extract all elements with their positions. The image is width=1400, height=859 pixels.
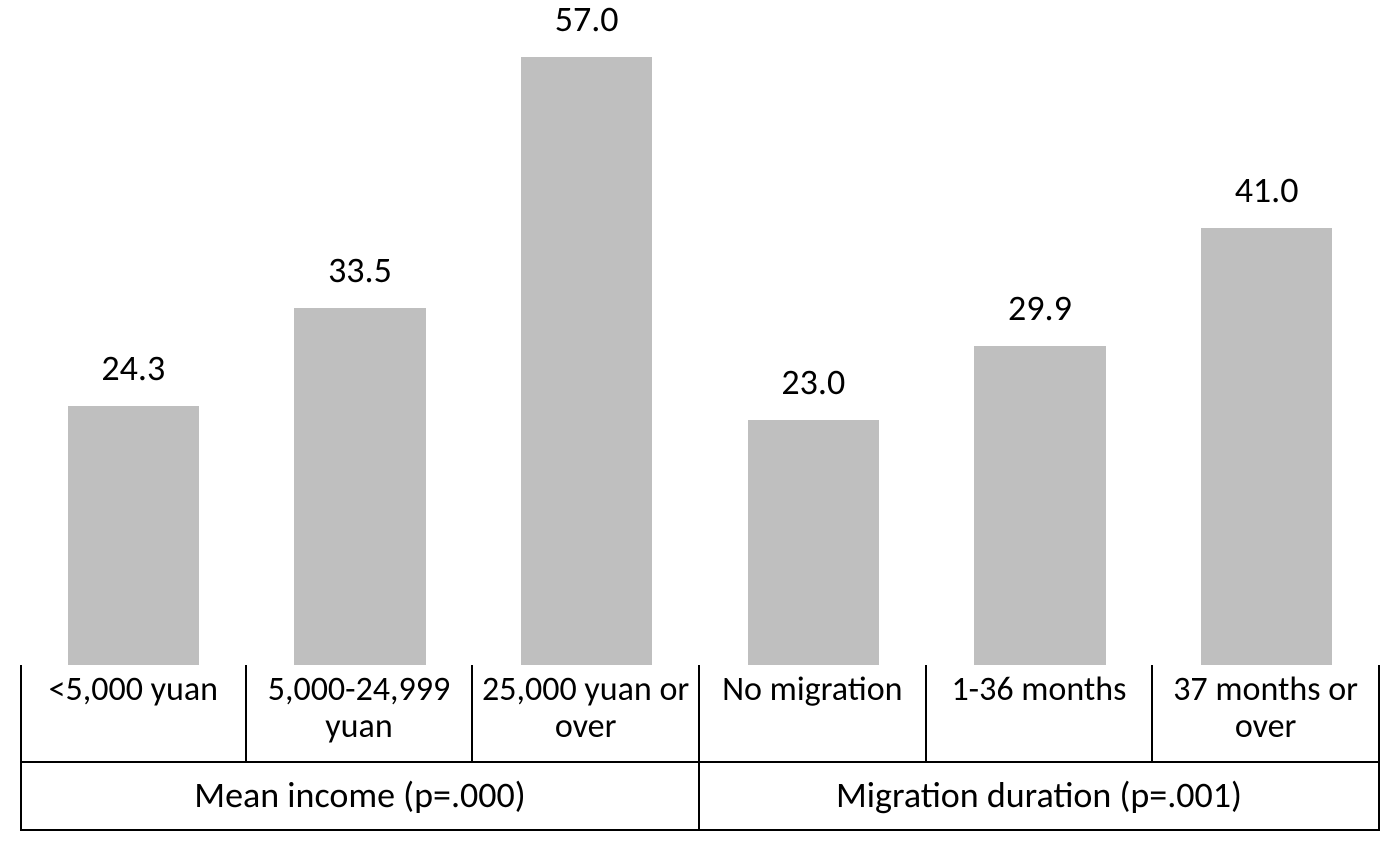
category-label: 25,000 yuan or over xyxy=(477,671,694,746)
group-label: Migration duration (p=.001) xyxy=(836,776,1242,816)
value-label: 29.9 xyxy=(927,286,1154,330)
category-cell: 25,000 yuan or over xyxy=(473,665,700,763)
axis-table: <5,000 yuan 5,000-24,999 yuan 25,000 yua… xyxy=(20,665,1380,831)
value-label: 23.0 xyxy=(700,360,927,404)
bar-slot: 23.0 xyxy=(700,420,927,665)
bar-slot: 41.0 xyxy=(1153,228,1380,665)
bar-slot: 33.5 xyxy=(247,308,474,665)
category-cell: 1-36 months xyxy=(927,665,1154,763)
value-label: 41.0 xyxy=(1153,168,1380,212)
category-label: 1-36 months xyxy=(951,671,1126,708)
bar-slot: 57.0 xyxy=(473,57,700,665)
category-cell: 37 months or over xyxy=(1153,665,1380,763)
plot-area: 24.3 33.5 57.0 23.0 29.9 41.0 xyxy=(20,25,1380,665)
bar xyxy=(974,346,1105,665)
bar-slot: 29.9 xyxy=(927,346,1154,665)
bar xyxy=(294,308,425,665)
group-label: Mean income (p=.000) xyxy=(194,776,525,816)
value-label: 57.0 xyxy=(473,0,700,41)
group-cell: Migration duration (p=.001) xyxy=(700,761,1380,831)
bar-chart: 24.3 33.5 57.0 23.0 29.9 41.0 xyxy=(0,0,1400,859)
category-label: No migration xyxy=(722,671,902,708)
category-label: <5,000 yuan xyxy=(49,671,218,708)
category-label: 5,000-24,999 yuan xyxy=(251,671,468,746)
category-cell: <5,000 yuan xyxy=(20,665,247,763)
category-cell: 5,000-24,999 yuan xyxy=(247,665,474,763)
group-cell: Mean income (p=.000) xyxy=(20,761,700,831)
category-cell: No migration xyxy=(700,665,927,763)
value-label: 33.5 xyxy=(247,248,474,292)
bar-slot: 24.3 xyxy=(20,406,247,665)
bar xyxy=(521,57,652,665)
bar xyxy=(1201,228,1332,665)
value-label: 24.3 xyxy=(20,346,247,390)
bars-row: 24.3 33.5 57.0 23.0 29.9 41.0 xyxy=(20,25,1380,665)
bar xyxy=(68,406,199,665)
bar xyxy=(748,420,879,665)
group-row: Mean income (p=.000) Migration duration … xyxy=(20,761,1380,831)
category-label: 37 months or over xyxy=(1157,671,1374,746)
category-row: <5,000 yuan 5,000-24,999 yuan 25,000 yua… xyxy=(20,665,1380,763)
